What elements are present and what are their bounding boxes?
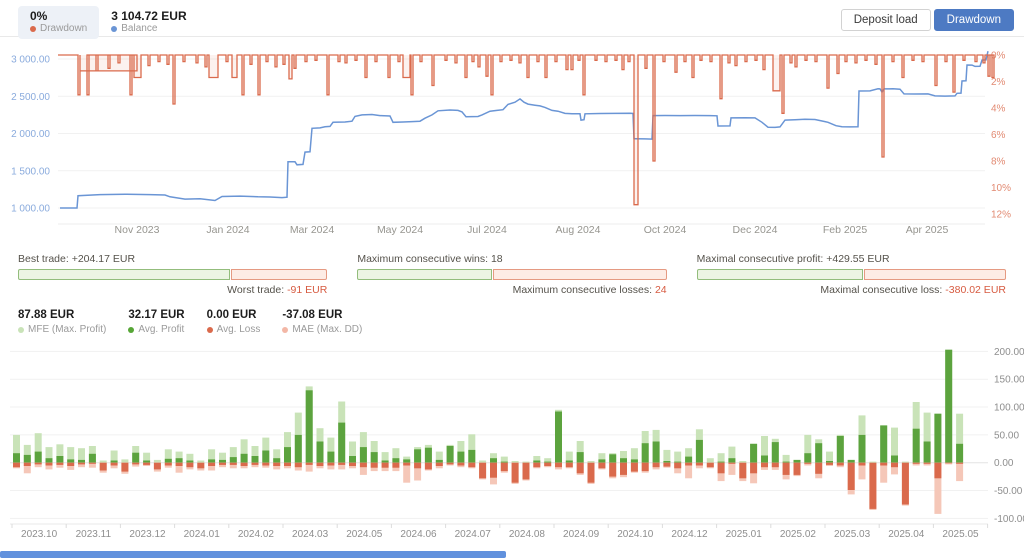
svg-text:2024.01: 2024.01 [184, 529, 221, 540]
svg-text:2024.10: 2024.10 [617, 529, 654, 540]
svg-text:May 2024: May 2024 [377, 224, 423, 236]
wins-losses-ratio-bar [357, 269, 667, 280]
legend-mfe: 87.88 EUR MFE (Max. Profit) [18, 309, 107, 335]
svg-text:10%: 10% [991, 183, 1011, 194]
max-wins-label: Maximum consecutive wins: [357, 253, 489, 265]
svg-text:150.00: 150.00 [994, 375, 1024, 386]
trade-stats-row: Best trade: +204.17 EUR Worst trade: -91… [0, 247, 1024, 296]
svg-text:0.00: 0.00 [994, 458, 1014, 469]
balance-dot-icon [111, 26, 118, 32]
mfe-mae-legend-row: 87.88 EUR MFE (Max. Profit) 32.17 EUR Av… [0, 296, 1024, 335]
avg-loss-dot-icon [206, 326, 213, 333]
deposit-load-button[interactable]: Deposit load [840, 9, 931, 31]
chart-header: 0% Drawdown 3 104.72 EUR Balance Deposit… [0, 0, 1024, 39]
svg-text:2025.01: 2025.01 [726, 529, 763, 540]
svg-text:2025.04: 2025.04 [888, 529, 925, 540]
drawdown-legend-toggle[interactable]: 0% Drawdown [18, 6, 100, 39]
svg-text:2024.08: 2024.08 [509, 529, 546, 540]
legend-avg-loss: 0.00 EUR Avg. Loss [206, 309, 261, 335]
svg-text:2023.10: 2023.10 [21, 529, 58, 540]
scrollbar-thumb[interactable] [0, 551, 506, 558]
svg-text:100.00: 100.00 [994, 403, 1024, 414]
drawdown-label: Drawdown [40, 23, 88, 34]
stat-best-worst-trade: Best trade: +204.17 EUR Worst trade: -91… [18, 253, 328, 296]
best-worst-ratio-bar [18, 269, 328, 280]
ratio-bar-red [863, 269, 1006, 280]
svg-text:2024.06: 2024.06 [400, 529, 437, 540]
svg-text:Jul 2024: Jul 2024 [467, 224, 507, 236]
svg-text:2024.03: 2024.03 [292, 529, 329, 540]
chart-legend: 0% Drawdown 3 104.72 EUR Balance [18, 6, 199, 39]
legend-avg-profit: 32.17 EUR Avg. Profit [128, 309, 185, 335]
svg-text:Dec 2024: Dec 2024 [733, 224, 778, 236]
svg-text:0%: 0% [991, 51, 1006, 62]
svg-text:2023.12: 2023.12 [129, 529, 166, 540]
svg-text:4%: 4% [991, 104, 1006, 115]
ratio-bar-red [231, 269, 328, 280]
balance-label: Balance [121, 23, 158, 34]
drawdown-button[interactable]: Drawdown [933, 9, 1014, 31]
svg-text:2 000.00: 2 000.00 [11, 129, 50, 140]
max-profit-value: +429.55 EUR [826, 253, 890, 265]
max-losses-value: 24 [654, 284, 667, 296]
max-loss-label: Maximal consecutive loss: [820, 284, 943, 296]
best-trade-label: Best trade: [18, 253, 69, 265]
max-wins-value: 18 [490, 253, 503, 265]
horizontal-scrollbar [0, 550, 1024, 558]
svg-text:Oct 2024: Oct 2024 [644, 224, 687, 236]
chart-mode-buttons: Deposit load Drawdown [840, 9, 1014, 31]
balance-drawdown-chart: 3 000.00 2 500.00 2 000.00 1 500.00 1 000.00… [11, 51, 1011, 237]
svg-text:-50.00: -50.00 [994, 486, 1023, 497]
ratio-bar-green [18, 269, 231, 280]
svg-text:2 500.00: 2 500.00 [11, 92, 50, 103]
mae-dot-icon [282, 326, 289, 333]
svg-text:6%: 6% [991, 130, 1006, 141]
legend-mae: -37.08 EUR MAE (Max. DD) [282, 309, 363, 335]
ratio-bar-red [493, 269, 667, 280]
profit-loss-ratio-bar [696, 269, 1006, 280]
stat-consecutive-profit-loss: Maximal consecutive profit: +429.55 EUR … [696, 253, 1006, 296]
svg-text:12%: 12% [991, 210, 1011, 221]
stat-consecutive-wins-losses: Maximum consecutive wins: 18 Maximum con… [357, 253, 667, 296]
svg-text:Nov 2023: Nov 2023 [115, 224, 160, 236]
max-profit-label: Maximal consecutive profit: [696, 253, 824, 265]
svg-text:Mar 2024: Mar 2024 [290, 224, 335, 236]
balance-legend-toggle[interactable]: 3 104.72 EUR Balance [99, 6, 198, 39]
weekly-results-chart: 200.00 150.00 100.00 50.00 0.00 -50.00 -100.00… [10, 347, 1024, 540]
drawdown-dot-icon [30, 26, 36, 32]
svg-text:2024.05: 2024.05 [346, 529, 383, 540]
svg-text:1 500.00: 1 500.00 [11, 166, 50, 177]
max-loss-value: -380.02 EUR [945, 284, 1006, 296]
worst-trade-label: Worst trade: [227, 284, 285, 296]
svg-text:Aug 2024: Aug 2024 [556, 224, 601, 236]
svg-text:2025.02: 2025.02 [780, 529, 817, 540]
svg-text:50.00: 50.00 [994, 430, 1019, 441]
worst-trade-value: -91 EUR [287, 284, 328, 296]
svg-text:1 000.00: 1 000.00 [11, 204, 50, 215]
svg-text:2%: 2% [991, 77, 1006, 88]
svg-text:2023.11: 2023.11 [76, 529, 112, 540]
svg-text:2025.03: 2025.03 [834, 529, 871, 540]
svg-text:2024.09: 2024.09 [563, 529, 600, 540]
avg-profit-dot-icon [128, 326, 135, 333]
svg-text:200.00: 200.00 [994, 347, 1024, 358]
svg-text:8%: 8% [991, 157, 1006, 168]
svg-text:3 000.00: 3 000.00 [11, 55, 50, 66]
svg-text:Feb 2025: Feb 2025 [823, 224, 868, 236]
svg-text:-100.00: -100.00 [994, 514, 1024, 525]
mfe-dot-icon [18, 326, 24, 333]
svg-text:Apr 2025: Apr 2025 [906, 224, 949, 236]
svg-text:2024.02: 2024.02 [238, 529, 275, 540]
svg-text:2025.05: 2025.05 [942, 529, 979, 540]
ratio-bar-green [357, 269, 493, 280]
ratio-bar-green [696, 269, 863, 280]
best-trade-value: +204.17 EUR [71, 253, 136, 265]
max-losses-label: Maximum consecutive losses: [512, 284, 653, 296]
drawdown-value: 0% [30, 9, 48, 23]
svg-text:2024.07: 2024.07 [455, 529, 492, 540]
svg-text:Jan 2024: Jan 2024 [206, 224, 249, 236]
svg-text:2024.12: 2024.12 [671, 529, 708, 540]
balance-value: 3 104.72 EUR [111, 9, 187, 23]
